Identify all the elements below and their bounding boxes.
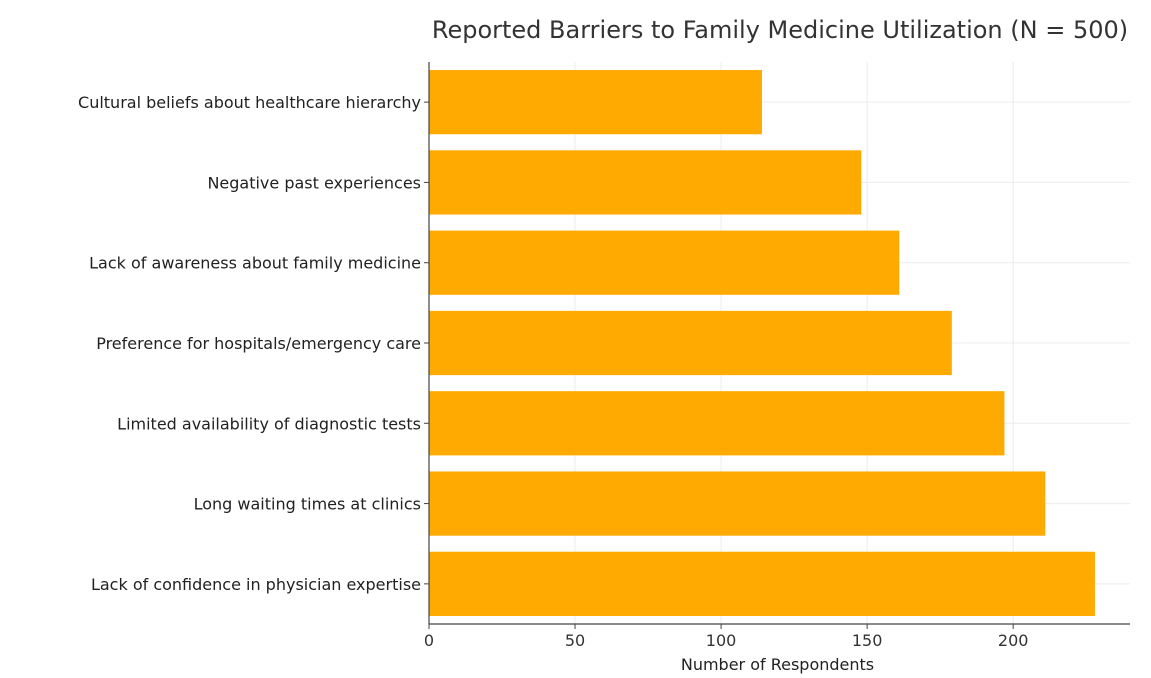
- x-tick-label: 100: [706, 631, 737, 650]
- x-tick-label: 200: [998, 631, 1029, 650]
- bar: [429, 391, 1005, 456]
- x-tick-label: 50: [565, 631, 585, 650]
- category-label: Lack of awareness about family medicine: [89, 254, 421, 273]
- bar: [429, 471, 1046, 536]
- category-label: Preference for hospitals/emergency care: [96, 334, 421, 353]
- x-axis-ticks: 0 50 100 150 200: [424, 624, 1029, 650]
- category-label: Lack of confidence in physician expertis…: [91, 575, 421, 594]
- chart-title: Reported Barriers to Family Medicine Uti…: [432, 16, 1128, 44]
- bar: [429, 310, 952, 376]
- category-label: Limited availability of diagnostic tests: [117, 414, 421, 433]
- bar: [429, 70, 762, 135]
- category-label: Cultural beliefs about healthcare hierar…: [78, 93, 421, 112]
- category-label: Negative past experiences: [207, 173, 421, 192]
- category-labels: Cultural beliefs about healthcare hierar…: [78, 93, 429, 594]
- x-tick-label: 0: [424, 631, 434, 650]
- bar: [429, 551, 1095, 616]
- x-tick-label: 150: [852, 631, 883, 650]
- category-label: Long waiting times at clinics: [194, 495, 421, 514]
- x-axis-title: Number of Respondents: [681, 655, 874, 674]
- bar: [429, 150, 862, 215]
- bars: [429, 70, 1095, 616]
- bar: [429, 230, 900, 295]
